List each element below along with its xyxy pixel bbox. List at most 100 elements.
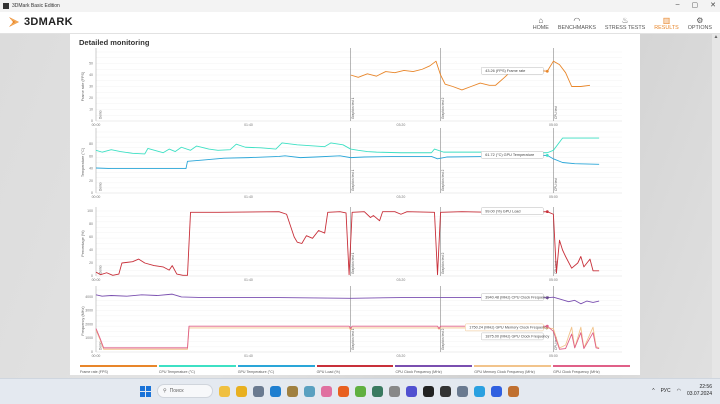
y-tick-label: 80	[89, 142, 93, 146]
title-bar: 3DMark Basic Edition – ▢ ✕	[0, 0, 720, 12]
legend-item[interactable]: Frame rate (FPS)	[80, 365, 157, 374]
taskbar-app-icon[interactable]	[236, 385, 247, 397]
tooltip-text: 3940.48 (MHz) CPU Clock Frequency	[485, 296, 549, 300]
x-tick-label: 05:00	[549, 278, 558, 282]
y-axis-label: Temperature (°C)	[81, 147, 85, 177]
x-tick-label: 03:20	[397, 123, 406, 127]
taskbar-app-icon[interactable]	[389, 385, 400, 397]
date: 03.07.2024	[686, 391, 712, 397]
legend-item[interactable]: CPU Temperature (°C)	[158, 365, 236, 374]
taskbar-app-icon[interactable]	[219, 385, 230, 397]
test-marker-label: CPU test	[554, 337, 558, 350]
legend-item[interactable]: GPU Memory Clock Frequency (MHz)	[474, 365, 552, 374]
nav-home[interactable]: ⌂ HOME	[533, 12, 549, 34]
test-marker-label: CPU test	[554, 106, 558, 119]
legend-swatch	[158, 365, 236, 367]
taskbar-app-icon[interactable]	[355, 385, 366, 397]
taskbar-app-icon[interactable]	[508, 385, 519, 397]
test-marker-label: Demo	[99, 182, 103, 191]
taskbar-app-icon[interactable]	[338, 385, 349, 397]
test-marker-label: Graphics test 1	[351, 328, 355, 350]
x-tick-label: 03:20	[397, 354, 406, 358]
y-tick-label: 40	[89, 167, 93, 171]
legend-item[interactable]: GPU Clock Frequency (MHz)	[553, 365, 631, 374]
legend-swatch	[316, 365, 394, 367]
nav-label: STRESS TESTS	[604, 24, 646, 31]
search-placeholder: Поиск	[169, 388, 184, 394]
chart-panel-3: 0 20 40 60 80 100 Percentage (%) 00:00 01:40 03:2…	[81, 207, 622, 282]
tooltip-text: 1875.00 (MHz) GPU Clock Frequency	[485, 335, 549, 339]
test-marker-label: Demo	[99, 341, 103, 350]
legend-label: CPU Temperature (°C)	[158, 370, 195, 374]
windows-start-icon[interactable]	[140, 385, 151, 397]
x-tick-label: 05:00	[549, 123, 558, 127]
hover-point	[545, 324, 549, 328]
y-tick-label: 60	[89, 154, 93, 158]
test-marker-label: Graphics test 1	[351, 169, 355, 191]
app-header: 3DMARK ⌂ HOME ◠ BENCHMARKS ♨ STRESS TESTS ▥ RES…	[0, 12, 720, 34]
hover-point	[545, 296, 549, 300]
tooltip-box	[481, 332, 544, 341]
taskbar-app-icon[interactable]	[423, 385, 434, 397]
taskbar-app-icon[interactable]	[457, 385, 468, 397]
y-tick-label: 50	[89, 62, 93, 66]
close-button[interactable]: ✕	[710, 2, 716, 9]
section-title: Detailed monitoring	[79, 38, 150, 47]
nav-stress-tests[interactable]: ♨ STRESS TESTS	[605, 12, 645, 34]
tooltip-text: 99.00 (%) GPU Load	[485, 209, 520, 213]
scroll-up-icon[interactable]: ▲	[713, 34, 719, 40]
legend-label: GPU Clock Frequency (MHz)	[553, 370, 600, 374]
tray-chevron-icon[interactable]: ^	[652, 388, 655, 394]
y-tick-label: 30	[89, 85, 93, 89]
detailed-monitoring-panel: Detailed monitoring	[70, 34, 640, 375]
maximize-button[interactable]: ▢	[691, 2, 699, 9]
window-title: 3DMark Basic Edition	[12, 3, 60, 9]
taskbar-app-icon[interactable]	[372, 385, 383, 397]
y-tick-label: 0	[91, 119, 93, 123]
tooltip-text: 1750.24 (MHz) GPU Memory Clock Frequency	[469, 326, 548, 330]
taskbar-app-icon[interactable]	[440, 385, 451, 397]
chart-panel-2: 0 20 40 60 80 Temperature (°C) 00:00 01:40 03:20…	[81, 128, 622, 199]
nav-options[interactable]: ⚙ OPTIONS	[688, 12, 712, 34]
tooltip-text: 43.26 (FPS) Frame rate	[485, 69, 525, 73]
nav-label: HOME	[532, 24, 549, 31]
taskbar-app-icon[interactable]	[253, 385, 264, 397]
legend-item[interactable]: CPU Clock Frequency (MHz)	[395, 365, 473, 374]
test-marker-label: Graphics test 1	[351, 97, 355, 119]
minimize-button[interactable]: –	[675, 1, 680, 8]
taskbar-app-icon[interactable]	[474, 385, 485, 397]
test-marker-label: Graphics test 2	[441, 328, 445, 350]
legend-item[interactable]: GPU Load (%)	[316, 365, 394, 374]
legend-item[interactable]: GPU Temperature (°C)	[237, 365, 315, 374]
y-axis-label: Percentage (%)	[81, 230, 85, 257]
series-line-frame-rate-fps-	[350, 60, 591, 91]
legend-swatch	[80, 365, 157, 367]
taskbar-app-icon[interactable]	[406, 385, 417, 397]
clock[interactable]: 22:56 03.07.2024	[687, 384, 712, 398]
y-tick-label: 4000	[85, 295, 93, 299]
taskbar-app-icon[interactable]	[321, 385, 332, 397]
tooltip-box	[465, 323, 544, 332]
scrollbar[interactable]: ▲	[712, 34, 720, 378]
nav-benchmarks[interactable]: ◠ BENCHMARKS	[558, 12, 596, 34]
x-tick-label: 03:20	[397, 278, 406, 282]
logo: 3DMARK	[8, 15, 73, 29]
x-tick-label: 01:40	[244, 123, 253, 127]
taskbar-app-icon[interactable]	[287, 385, 298, 397]
chart-legend: Frame rate (FPS) CPU Temperature (°C) GPU …	[80, 365, 631, 374]
x-tick-label: 01:40	[244, 195, 253, 199]
taskbar-search[interactable]: ⚲ Поиск	[157, 384, 213, 398]
series-line-cpu-clock-frequency-mhz-	[95, 293, 600, 305]
nav-label: OPTIONS	[687, 24, 712, 31]
tooltip-box	[481, 293, 544, 301]
nav-results[interactable]: ▥ RESULTS	[654, 12, 678, 34]
language-indicator[interactable]: РУС	[660, 388, 671, 394]
series-line-cpu-temperature-c-	[95, 137, 600, 155]
taskbar-app-icon[interactable]	[270, 385, 281, 397]
series-line-gpu-load-	[95, 211, 600, 276]
legend-label: CPU Clock Frequency (MHz)	[395, 370, 442, 374]
legend-swatch	[553, 365, 631, 367]
taskbar-app-icon[interactable]	[491, 385, 502, 397]
wifi-icon[interactable]: ◠	[676, 388, 681, 394]
taskbar-app-icon[interactable]	[304, 385, 315, 397]
